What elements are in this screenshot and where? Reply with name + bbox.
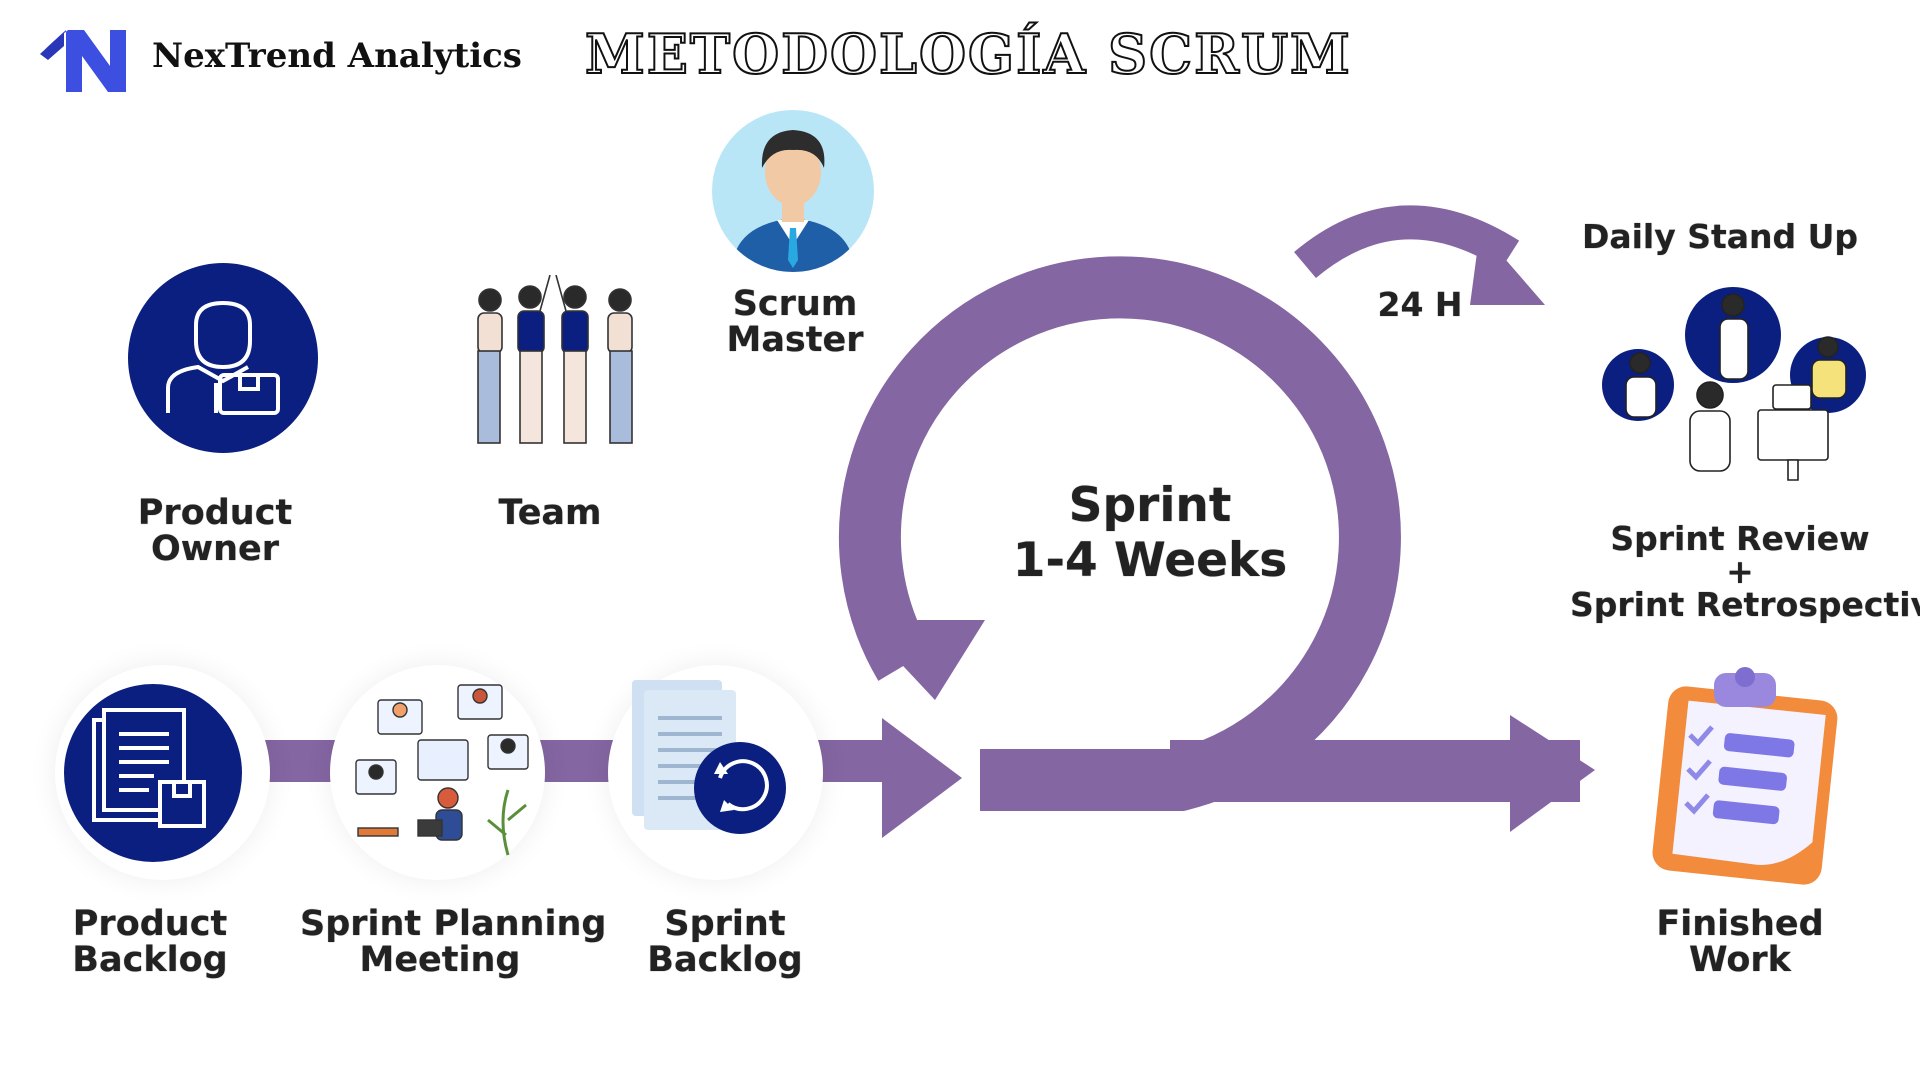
daily-standup-illustration [1602, 287, 1866, 481]
daily-standup-label: Daily Stand Up [1581, 217, 1859, 256]
product-owner-label: Product Owner [137, 493, 293, 570]
brand-name: NexTrend Analytics [152, 36, 522, 76]
sprint-cycle-arrow [838, 256, 1401, 811]
sprint-backlog-icon [632, 680, 786, 834]
flow-arrowhead [882, 718, 962, 838]
product-backlog-icon [92, 708, 206, 828]
product-owner-icon [166, 300, 280, 415]
scrum-master-icon [732, 130, 854, 272]
team-label: Team [498, 493, 602, 533]
daily-interval-label: 24 H [1377, 285, 1463, 324]
sprint-duration-label: Sprint 1-4 Weeks [1012, 478, 1288, 589]
scrum-master-label: Scrum Master [726, 284, 864, 361]
team-illustration [477, 275, 633, 444]
sprint-backlog-label: Sprint Backlog [647, 904, 803, 981]
daily-loop-arrowhead [1470, 230, 1545, 305]
nextrend-logo-icon [40, 30, 126, 92]
product-owner-badge [128, 263, 318, 453]
exit-arrowhead [1510, 715, 1595, 832]
finished-work-label: Finished Work [1656, 904, 1824, 981]
sprint-planning-illustration [355, 684, 529, 856]
scrum-master-avatar [712, 110, 874, 272]
sprint-planning-label: Sprint Planning Meeting [300, 904, 607, 981]
sprint-cycle-arrowhead [860, 620, 985, 700]
finished-work-clipboard-icon [1652, 667, 1838, 885]
page-title: METODOLOGÍA SCRUM [584, 21, 1352, 87]
product-backlog-label: Product Backlog [72, 904, 228, 981]
sprint-review-retro-label: Sprint Review + Sprint Retrospective [1570, 519, 1920, 624]
